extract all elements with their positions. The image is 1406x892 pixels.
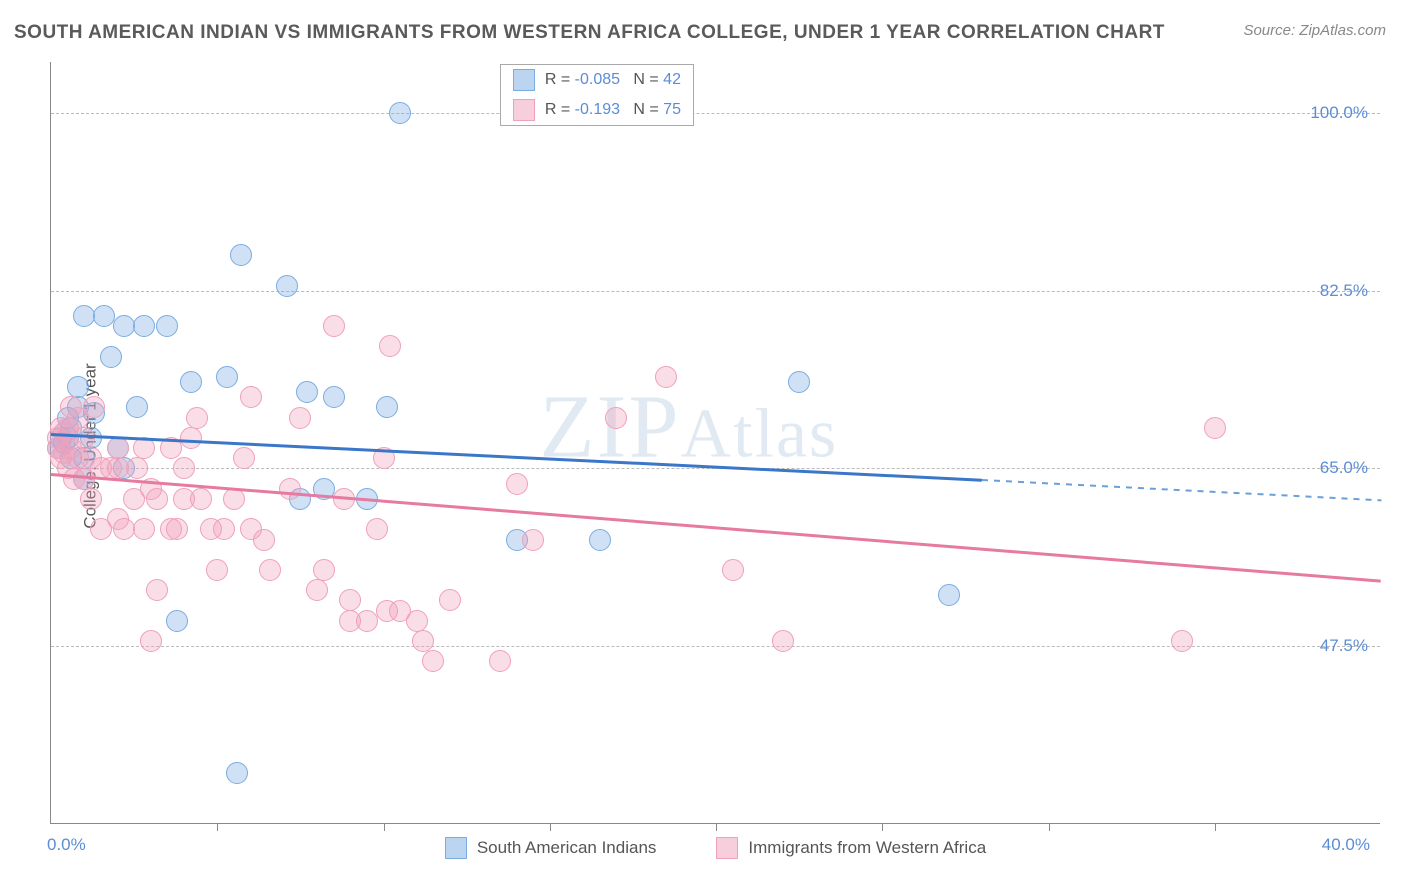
data-point [83, 396, 105, 418]
data-point [166, 610, 188, 632]
data-point [323, 386, 345, 408]
data-point [113, 518, 135, 540]
data-point [126, 457, 148, 479]
data-point [140, 630, 162, 652]
x-tick [217, 823, 218, 831]
scatter-plot: ZIPAtlas 47.5%65.0%82.5%100.0%0.0%40.0%R… [50, 62, 1380, 824]
data-point [173, 457, 195, 479]
y-tick-label: 100.0% [1310, 103, 1368, 123]
data-point [226, 762, 248, 784]
data-point [133, 315, 155, 337]
x-tick [716, 823, 717, 831]
data-point [522, 529, 544, 551]
data-point [605, 407, 627, 429]
data-point [323, 315, 345, 337]
data-point [589, 529, 611, 551]
x-tick [882, 823, 883, 831]
legend-label: Immigrants from Western Africa [748, 838, 986, 858]
data-point [279, 478, 301, 500]
data-point [126, 396, 148, 418]
data-point [313, 559, 335, 581]
data-point [1204, 417, 1226, 439]
data-point [240, 386, 262, 408]
data-point [406, 610, 428, 632]
data-point [289, 407, 311, 429]
data-point [107, 457, 129, 479]
data-point [938, 584, 960, 606]
data-point [230, 244, 252, 266]
data-point [156, 315, 178, 337]
data-point [439, 589, 461, 611]
x-tick [550, 823, 551, 831]
legend-swatch [716, 837, 738, 859]
data-point [788, 371, 810, 393]
source-label: Source: ZipAtlas.com [1243, 22, 1386, 39]
data-point [93, 305, 115, 327]
data-point [356, 610, 378, 632]
data-point [113, 315, 135, 337]
data-point [100, 346, 122, 368]
data-point [223, 488, 245, 510]
data-point [379, 335, 401, 357]
y-tick-label: 65.0% [1320, 458, 1368, 478]
legend-swatch [513, 99, 535, 121]
data-point [73, 305, 95, 327]
data-point [80, 488, 102, 510]
stats-legend: R = -0.085 N = 42 R = -0.193 N = 75 [500, 64, 694, 126]
data-point [422, 650, 444, 672]
data-point [186, 407, 208, 429]
data-point [772, 630, 794, 652]
data-point [133, 518, 155, 540]
data-point [213, 518, 235, 540]
stats-legend-row: R = -0.085 N = 42 [501, 65, 693, 95]
data-point [67, 376, 89, 398]
data-point [206, 559, 228, 581]
data-point [296, 381, 318, 403]
y-tick-label: 82.5% [1320, 281, 1368, 301]
data-point [366, 518, 388, 540]
legend-swatch [445, 837, 467, 859]
data-point [722, 559, 744, 581]
data-point [180, 371, 202, 393]
data-point [259, 559, 281, 581]
data-point [412, 630, 434, 652]
legend-label: South American Indians [477, 838, 657, 858]
data-point [489, 650, 511, 672]
data-point [216, 366, 238, 388]
gridline [51, 291, 1380, 292]
x-tick [1215, 823, 1216, 831]
data-point [253, 529, 275, 551]
data-point [276, 275, 298, 297]
data-point [146, 579, 168, 601]
gridline [51, 113, 1380, 114]
x-tick [1049, 823, 1050, 831]
data-point [339, 589, 361, 611]
gridline [51, 468, 1380, 469]
x-tick [384, 823, 385, 831]
legend-item: Immigrants from Western Africa [716, 837, 986, 859]
data-point [146, 488, 168, 510]
data-point [1171, 630, 1193, 652]
data-point [376, 396, 398, 418]
y-tick-label: 47.5% [1320, 636, 1368, 656]
data-point [389, 102, 411, 124]
data-point [107, 437, 129, 459]
data-point [180, 427, 202, 449]
data-point [73, 427, 95, 449]
data-point [655, 366, 677, 388]
trend-line [982, 479, 1381, 501]
data-point [166, 518, 188, 540]
data-point [506, 473, 528, 495]
data-point [306, 579, 328, 601]
stats-text: R = -0.193 N = 75 [545, 101, 681, 119]
chart-title: SOUTH AMERICAN INDIAN VS IMMIGRANTS FROM… [14, 22, 1165, 44]
data-point [233, 447, 255, 469]
legend-item: South American Indians [445, 837, 657, 859]
series-legend: South American Indians Immigrants from We… [51, 837, 1380, 859]
legend-swatch [513, 69, 535, 91]
stats-legend-row: R = -0.193 N = 75 [501, 95, 693, 125]
data-point [190, 488, 212, 510]
stats-text: R = -0.085 N = 42 [545, 71, 681, 89]
